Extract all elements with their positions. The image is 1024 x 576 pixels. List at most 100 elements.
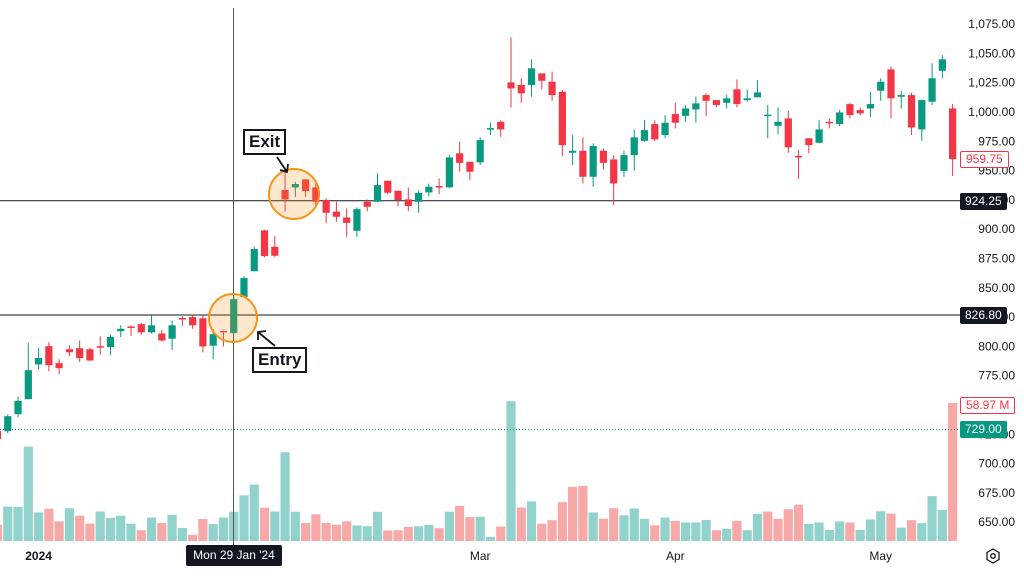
candle-body (384, 180, 392, 193)
volume-bar (177, 527, 187, 541)
volume-bar (537, 523, 547, 541)
candle-body (65, 349, 73, 353)
candle-body (24, 370, 32, 400)
candle-body (712, 100, 720, 106)
candle (918, 99, 926, 141)
candle (640, 120, 649, 142)
annotation-layer (208, 156, 320, 347)
candle (199, 315, 207, 353)
candle-body (209, 334, 217, 346)
candle-body (168, 325, 176, 339)
candle (394, 190, 402, 207)
volume-bar (239, 495, 249, 541)
candle-body (14, 400, 22, 415)
volume-bar (208, 524, 218, 541)
candle-body (784, 118, 792, 148)
candle (877, 78, 885, 101)
volume-bar (249, 484, 259, 541)
volume-bar (906, 520, 917, 541)
candle-body (681, 108, 690, 116)
candle-body (466, 161, 474, 172)
price-tick-label: 850.00 (978, 281, 1015, 295)
candle (425, 183, 433, 197)
candle (897, 90, 905, 109)
settings-icon[interactable] (985, 548, 1001, 564)
price-tick-label: 1,075.00 (968, 17, 1015, 31)
candle-body (0, 430, 2, 440)
volume-bar (917, 523, 927, 541)
volume-bar (660, 517, 670, 541)
candle (774, 107, 782, 135)
candle (938, 55, 946, 79)
candle-body (445, 157, 453, 188)
candle-body (96, 346, 104, 348)
volume-bar (835, 521, 845, 541)
price-axis[interactable]: 1,075.001,050.001,025.001,000.00975.0095… (968, 17, 1015, 529)
candle (949, 104, 957, 177)
volume-bar (598, 518, 609, 541)
candle (671, 102, 679, 129)
volume-bar (639, 518, 650, 541)
candle-body (527, 68, 536, 85)
volume-bar (948, 403, 958, 541)
volume-bar (742, 530, 752, 541)
candle (753, 80, 762, 98)
candle-body (86, 349, 94, 361)
volume-bar (506, 401, 516, 541)
candle-body (178, 318, 186, 320)
candle-body (928, 78, 936, 102)
price-tick-label: 775.00 (978, 369, 1015, 383)
candle-body (774, 121, 782, 126)
candle (281, 170, 289, 212)
volume-bar (475, 516, 485, 541)
volume-bar (711, 530, 721, 541)
candle-body (825, 121, 833, 124)
price-tick-label: 975.00 (978, 134, 1015, 148)
time-tick-label: Mar (469, 549, 491, 563)
price-tick-label: 675.00 (978, 486, 1015, 500)
time-tick-label: May (869, 549, 893, 563)
candle (928, 63, 936, 106)
candle-body (640, 130, 649, 141)
volume-bar (927, 496, 937, 541)
candle-body (127, 326, 135, 328)
candle (630, 129, 638, 171)
price-tick-label: 800.00 (978, 339, 1015, 353)
candle (209, 329, 217, 360)
exit-arrow-icon (276, 156, 289, 174)
volume-bar (937, 509, 947, 541)
candle-body (189, 317, 197, 326)
candle (86, 347, 94, 362)
volume-bar (64, 508, 74, 541)
candle (846, 102, 854, 119)
volume-bar (372, 511, 383, 541)
candle-body (4, 416, 12, 432)
candle (250, 246, 258, 272)
time-tick-label: Apr (665, 549, 685, 563)
volume-bar (804, 523, 814, 541)
volume-bar (280, 452, 290, 541)
candle-body (579, 150, 587, 177)
candle (651, 120, 659, 141)
candle (692, 96, 700, 123)
candle (558, 90, 566, 157)
candle (404, 187, 412, 212)
candle-body (723, 98, 731, 103)
volume-badge: 58.97 M (960, 397, 1016, 414)
candle (856, 107, 864, 116)
candle (527, 59, 536, 97)
volume-bar (85, 523, 95, 541)
candle-body (620, 155, 628, 171)
candle-body (302, 179, 310, 192)
candle (661, 115, 669, 139)
candle-body (949, 108, 957, 160)
candle (517, 78, 525, 103)
candle-body (671, 114, 679, 123)
candle (723, 95, 731, 109)
volume-layer (0, 401, 958, 541)
candle (414, 190, 423, 213)
volume-bar (44, 508, 54, 541)
candle-body (353, 209, 361, 231)
candle-body (815, 129, 823, 143)
